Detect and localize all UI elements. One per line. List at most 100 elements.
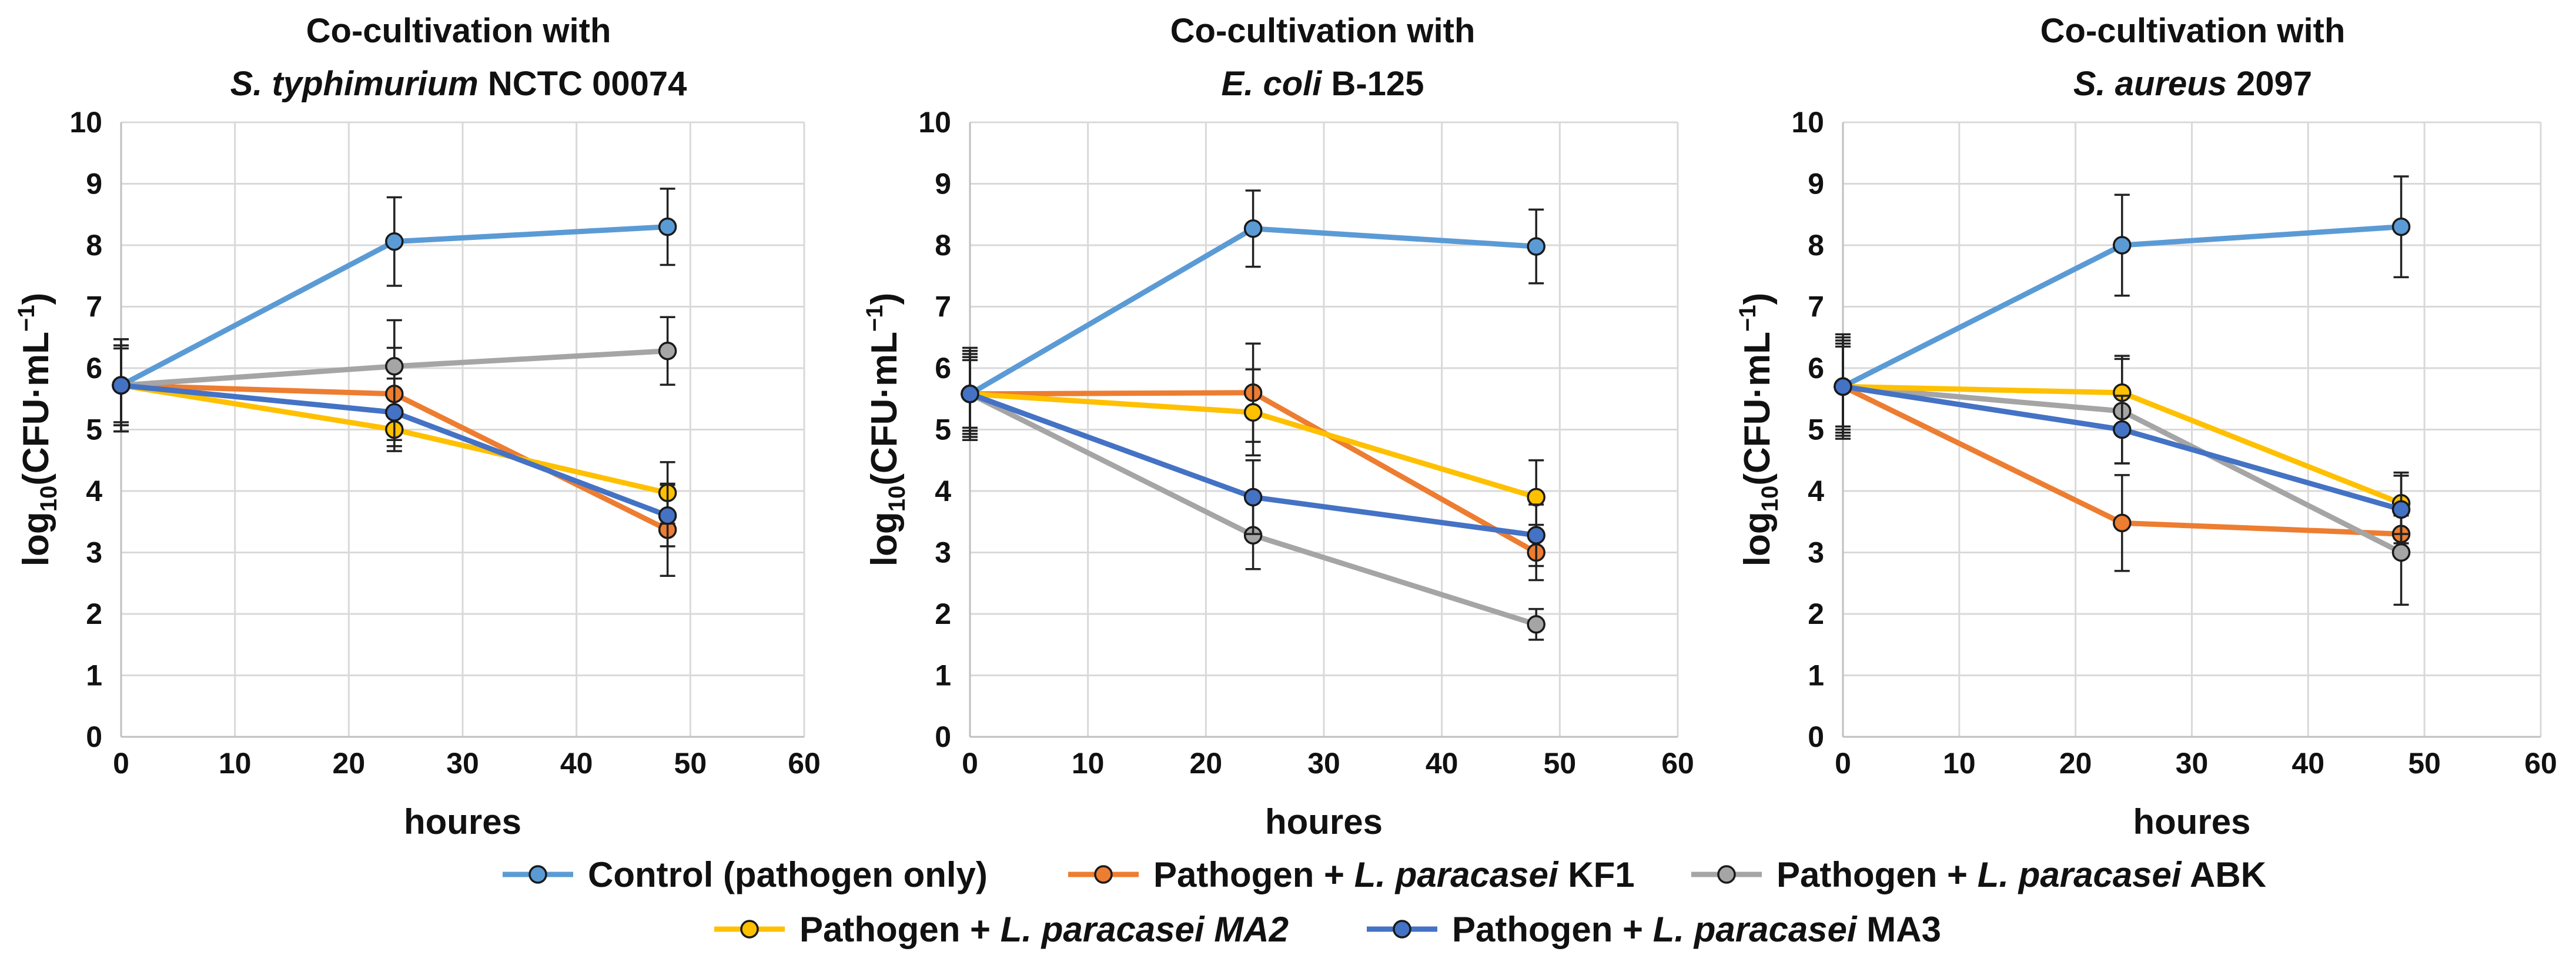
x-tick-label: 0: [113, 747, 129, 780]
data-point-control: [2113, 236, 2132, 255]
y-tick-label: 0: [1808, 720, 1824, 753]
y-tick-label: 9: [1808, 168, 1824, 201]
x-tick-label: 50: [2408, 747, 2441, 780]
y-tick-label: 3: [935, 536, 951, 569]
x-tick-label: 10: [1943, 747, 1976, 780]
x-tick-label: 20: [333, 747, 366, 780]
data-point-ma3: [1243, 487, 1263, 507]
y-tick-label: 4: [935, 475, 951, 507]
x-tick-label: 40: [1426, 747, 1458, 780]
chart-subtitle: E. coli B-125: [1222, 65, 1424, 103]
data-point-ma2: [1527, 487, 1545, 507]
x-axis-label: houres: [2133, 802, 2250, 842]
data-point-ma3: [112, 376, 131, 395]
x-tick-label: 10: [219, 747, 252, 780]
y-tick-label: 7: [1808, 290, 1824, 323]
data-point-abk: [1527, 615, 1545, 634]
y-tick-label: 6: [1808, 352, 1824, 385]
y-tick-label: 5: [935, 413, 951, 446]
y-tick-label: 8: [86, 229, 102, 262]
y-tick-label: 5: [1808, 413, 1824, 446]
x-tick-label: 0: [962, 747, 978, 780]
x-tick-label: 10: [1072, 747, 1105, 780]
legend-item-control: Control (pathogen only): [503, 855, 988, 894]
data-point-control: [658, 217, 677, 236]
data-point-ma3: [961, 385, 979, 403]
chart-panel-3: 0 1 2 3 4 5 6 7 8 9 10 0 10 20 30 40 50 60 Co-cultivation …: [1735, 12, 2557, 842]
x-tick-label: 40: [2292, 747, 2325, 780]
chart-title: Co-cultivation with: [2040, 12, 2346, 50]
data-point-control: [1243, 219, 1263, 238]
y-tick-label: 6: [935, 352, 951, 385]
data-point-ma3: [1527, 526, 1545, 545]
y-tick-label: 3: [1808, 536, 1824, 569]
y-tick-label: 10: [918, 106, 951, 139]
data-point-control: [385, 232, 404, 251]
data-point-ma3: [2391, 500, 2411, 519]
legend-swatch-marker: [1094, 865, 1113, 884]
y-tick-label: 4: [1808, 475, 1824, 507]
gridlines: [970, 121, 1679, 737]
legend-item-ma2: Pathogen + L. paracasei MA2: [714, 910, 1289, 949]
y-tick-label: 9: [86, 168, 102, 201]
y-tick-label: 6: [86, 352, 102, 385]
chart-title: Co-cultivation with: [1170, 12, 1476, 50]
data-point-control: [1527, 237, 1545, 256]
legend-item-ma3: Pathogen + L. paracasei MA3: [1367, 910, 1941, 949]
data-point-control: [2391, 217, 2411, 236]
x-tick-label: 50: [674, 747, 707, 780]
y-tick-label: 5: [86, 413, 102, 446]
y-tick-label: 2: [935, 597, 951, 630]
x-tick-label: 50: [1544, 747, 1577, 780]
series-ma3: [961, 359, 1545, 567]
data-point-abk: [385, 357, 404, 376]
y-tick-label: 9: [935, 168, 951, 201]
legend-item-kf1: Pathogen + L. paracasei KF1: [1068, 855, 1635, 894]
y-tick-label: 10: [1791, 106, 1824, 139]
chart-subtitle: S. typhimurium NCTC 00074: [230, 65, 687, 103]
series-ma3: [112, 347, 677, 547]
data-point-ma3: [2113, 420, 2132, 439]
legend-label: Pathogen + L. paracasei MA2: [799, 910, 1289, 949]
x-tick-label: 20: [2059, 747, 2092, 780]
y-tick-label: 10: [69, 106, 102, 139]
x-tick-label: 30: [1307, 747, 1340, 780]
y-axis-label: log10(CFU·mL−1): [862, 293, 910, 566]
legend-label: Pathogen + L. paracasei ABK: [1777, 855, 2266, 894]
y-tick-label: 2: [86, 597, 102, 630]
data-point-abk: [658, 341, 677, 360]
x-tick-label: 40: [560, 747, 593, 780]
chart-panel-1: 0 1 2 3 4 5 6 7 8 9 10 0 10 20 30 40 50 60 Co-cultivation …: [14, 12, 821, 842]
legend-swatch-marker: [1717, 865, 1736, 884]
series-ma3: [1834, 345, 2411, 545]
data-point-ma3: [385, 403, 404, 422]
x-tick-label: 20: [1190, 747, 1223, 780]
data-point-ma3: [658, 506, 677, 525]
y-tick-label: 0: [935, 720, 951, 753]
chart-subtitle: S. aureus 2097: [2073, 65, 2312, 103]
x-axis-label: houres: [404, 802, 521, 842]
x-axis-label: houres: [1265, 802, 1383, 842]
data-point-kf1: [2113, 513, 2132, 533]
legend-swatch-marker: [528, 865, 547, 884]
y-axis-label: log10(CFU·mL−1): [14, 293, 62, 566]
chart-title: Co-cultivation with: [306, 12, 611, 50]
data-point-ma3: [1834, 377, 1852, 396]
y-tick-label: 7: [935, 290, 951, 323]
x-tick-label: 60: [1661, 747, 1694, 780]
legend-swatch-marker: [740, 920, 759, 939]
x-tick-label: 60: [2524, 747, 2557, 780]
gridlines: [1843, 121, 2542, 737]
x-tick-label: 30: [2176, 747, 2209, 780]
legend-label: Control (pathogen only): [588, 855, 988, 894]
legend-label: Pathogen + L. paracasei KF1: [1153, 855, 1635, 894]
data-point-ma2: [1243, 403, 1263, 422]
legend: Control (pathogen only) Pathogen + L. par…: [503, 855, 2266, 949]
y-tick-label: 1: [935, 659, 951, 692]
y-tick-label: 0: [86, 720, 102, 753]
y-tick-label: 1: [86, 659, 102, 692]
y-tick-label: 1: [1808, 659, 1824, 692]
y-tick-label: 8: [1808, 229, 1824, 262]
y-tick-label: 7: [86, 290, 102, 323]
